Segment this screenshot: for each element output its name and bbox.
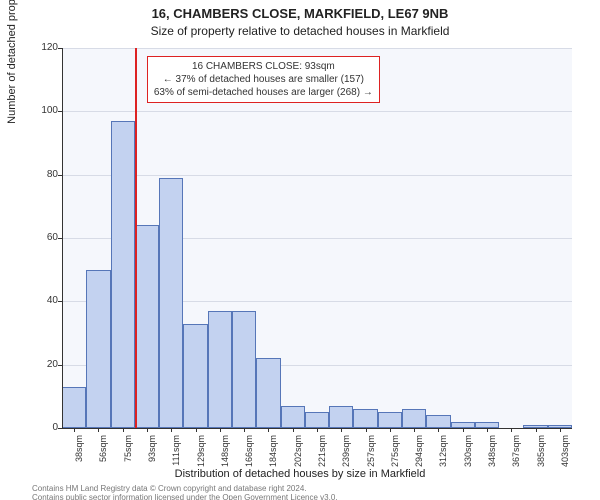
x-tick-label: 239sqm	[341, 435, 353, 495]
x-tick-label: 148sqm	[220, 435, 232, 495]
histogram-bar	[86, 270, 110, 428]
x-tick-label: 330sqm	[463, 435, 475, 495]
histogram-bar	[353, 409, 377, 428]
x-tick-label: 312sqm	[438, 435, 450, 495]
y-tick-label: 120	[18, 42, 58, 53]
x-tick-label: 385sqm	[536, 435, 548, 495]
x-tick-label: 166sqm	[244, 435, 256, 495]
y-tick-label: 40	[18, 295, 58, 306]
y-tick-label: 20	[18, 359, 58, 370]
x-tick-label: 184sqm	[268, 435, 280, 495]
x-tick-label: 111sqm	[171, 435, 183, 495]
x-tick-label: 38sqm	[74, 435, 86, 495]
x-tick-label: 129sqm	[196, 435, 208, 495]
histogram-bar	[159, 178, 183, 428]
x-tick-label: 93sqm	[147, 435, 159, 495]
histogram-bar	[62, 387, 86, 428]
subject-annotation: 16 CHAMBERS CLOSE: 93sqm← 37% of detache…	[147, 56, 380, 103]
y-tick-label: 100	[18, 105, 58, 116]
x-tick-label: 257sqm	[366, 435, 378, 495]
histogram-bar	[329, 406, 353, 428]
histogram-bar	[378, 412, 402, 428]
y-tick-label: 0	[18, 422, 58, 433]
histogram-bar	[111, 121, 135, 428]
histogram-bar	[232, 311, 256, 428]
subject-marker-line	[135, 48, 137, 428]
page-subtitle: Size of property relative to detached ho…	[0, 24, 600, 38]
x-tick-label: 221sqm	[317, 435, 329, 495]
x-tick-label: 275sqm	[390, 435, 402, 495]
histogram-bar	[402, 409, 426, 428]
histogram-bar	[183, 324, 207, 429]
histogram-bar	[135, 225, 159, 428]
histogram-bar	[256, 358, 280, 428]
x-tick-label: 202sqm	[293, 435, 305, 495]
y-tick-label: 80	[18, 169, 58, 180]
y-tick-label: 60	[18, 232, 58, 243]
histogram-bar	[305, 412, 329, 428]
y-axis-label: Number of detached properties	[6, 0, 18, 238]
x-tick-label: 348sqm	[487, 435, 499, 495]
histogram-bar	[208, 311, 232, 428]
x-tick-label: 294sqm	[414, 435, 426, 495]
x-tick-label: 75sqm	[123, 435, 135, 495]
histogram-bar	[426, 415, 450, 428]
attribution-line-2: Contains public sector information licen…	[32, 493, 590, 500]
x-tick-label: 367sqm	[511, 435, 523, 495]
histogram-bar	[281, 406, 305, 428]
histogram-plot	[62, 48, 572, 428]
x-tick-label: 403sqm	[560, 435, 572, 495]
page-title-address: 16, CHAMBERS CLOSE, MARKFIELD, LE67 9NB	[0, 6, 600, 21]
x-tick-label: 56sqm	[98, 435, 110, 495]
